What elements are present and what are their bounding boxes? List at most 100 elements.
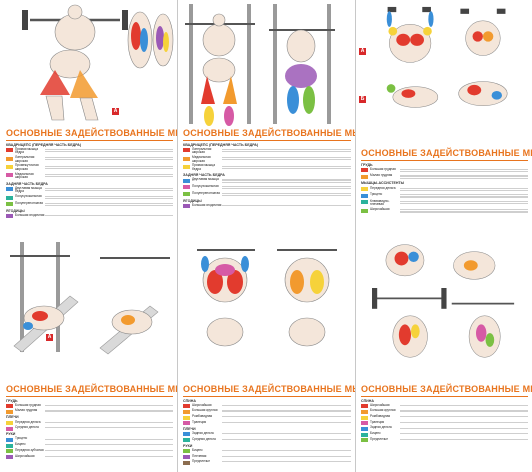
- exercise-illustration: [0, 0, 177, 130]
- muscle-name: Прямая мышца бедра: [15, 146, 38, 155]
- legend-row: Широчайшая: [361, 403, 528, 409]
- muscle-name: Латеральная широкая: [192, 146, 212, 155]
- color-swatch: [361, 168, 368, 173]
- color-swatch: [6, 426, 13, 431]
- group-label: ЯГОДИЦЫ: [6, 208, 25, 213]
- legend-row: Предплечье: [183, 460, 351, 465]
- legend-row: Ромбовидная: [183, 414, 351, 420]
- muscle-description: [400, 187, 528, 192]
- group-label: МЫШЦЫ-АССИСТЕНТЫ: [361, 181, 405, 186]
- muscle-legend: ОСНОВНЫЕ ЗАДЕЙСТВОВАННЫЕ МЫШЦЫ ГРУДЬ Бол…: [6, 384, 177, 468]
- legend-row: Передняя дельта: [361, 185, 528, 192]
- muscle-name: Предплечье: [370, 436, 388, 441]
- panel-divider: [177, 0, 178, 236]
- muscle-description: [45, 173, 173, 178]
- muscle-description: [45, 148, 173, 153]
- muscle-description: [400, 174, 528, 179]
- legend-row: Полусухожильная: [6, 194, 173, 200]
- muscle-name: Латеральная широкая: [15, 155, 35, 163]
- muscle-name: Передняя дельта: [15, 419, 41, 424]
- color-swatch: [361, 404, 368, 409]
- muscle-name: Промежуточная широкая: [15, 163, 39, 172]
- muscle-legend: ОСНОВНЫЕ ЗАДЕЙСТВОВАННЫЕ МЫШЦЫ КВАДРИЦЕП…: [183, 128, 355, 232]
- legend-row: Клювовидно-плечевая: [361, 199, 528, 207]
- legend-row: Бицепс: [6, 443, 173, 448]
- color-swatch: [183, 421, 190, 426]
- legend-row: Предплечье: [361, 436, 528, 443]
- legend-row: Большая ягодичная: [6, 213, 173, 219]
- muscle-name: Двуглавая мышца бедра: [15, 185, 42, 194]
- color-swatch: [183, 192, 190, 197]
- group-label: РУКИ: [183, 443, 193, 448]
- muscle-description: [222, 432, 351, 435]
- muscle-description: [222, 404, 351, 407]
- exercise-sheet-pulldown: ОСНОВНЫЕ ЗАДЕЙСТВОВАННЫЕ МЫШЦЫ СПИНА Шир…: [177, 236, 355, 472]
- legend-row: Малая грудная: [361, 174, 528, 179]
- legend-row: Бицепс: [183, 448, 351, 454]
- muscle-description: [222, 192, 351, 197]
- muscle-name: Большая круглая: [192, 408, 218, 413]
- color-swatch: [361, 432, 368, 437]
- muscle-name: Полусухожильная: [15, 194, 42, 199]
- muscle-name: Бицепс: [370, 431, 381, 436]
- muscle-name: Средняя дельта: [15, 425, 39, 430]
- muscle-description: [400, 426, 528, 429]
- figure-label-a: A: [112, 108, 119, 115]
- muscle-name: Трапеция: [192, 419, 207, 424]
- sheet-title: ОСНОВНЫЕ ЗАДЕЙСТВОВАННЫЕ МЫШЦЫ: [361, 384, 532, 394]
- legend-row: Широчайшая: [361, 208, 528, 213]
- legend-row: Плечевая: [183, 453, 351, 459]
- group-label: ЯГОДИЦЫ: [183, 198, 202, 203]
- muscle-name: Задняя дельта: [370, 425, 392, 430]
- muscle-name: Полуперепончатая: [192, 190, 221, 195]
- legend-row: Медиальная широкая: [183, 155, 351, 163]
- color-swatch: [6, 421, 13, 426]
- muscle-description: [400, 200, 528, 205]
- legend-row: Малая грудная: [6, 409, 173, 414]
- muscle-name: Плечевая: [192, 453, 207, 458]
- group-label: ПЛЕЧИ: [183, 426, 196, 431]
- legend-row: Медиальная широкая: [6, 172, 173, 180]
- muscle-description: [222, 455, 351, 458]
- muscle-name: Малая грудная: [370, 173, 393, 178]
- color-swatch: [361, 193, 368, 198]
- muscle-name: Большая грудная: [15, 402, 41, 407]
- color-swatch: [6, 202, 13, 207]
- legend-row: Промежуточная широкая: [6, 164, 173, 171]
- sheet-title: ОСНОВНЫЕ ЗАДЕЙСТВОВАННЫЕ МЫШЦЫ: [6, 384, 177, 394]
- muscle-name: Бицепс: [15, 442, 26, 447]
- color-swatch: [183, 156, 190, 161]
- legend-row: Бицепс: [361, 432, 528, 437]
- color-swatch: [6, 195, 13, 200]
- muscle-name: Широчайшая: [15, 453, 35, 458]
- muscle-description: [222, 460, 351, 463]
- muscle-description: [222, 156, 351, 161]
- muscle-name: Трицепс: [370, 192, 383, 197]
- color-swatch: [6, 437, 13, 442]
- muscle-name: Большая грудная: [370, 166, 396, 171]
- color-swatch: [361, 200, 368, 205]
- color-swatch: [6, 173, 13, 178]
- legend-row: Полусухожильная: [183, 184, 351, 190]
- exercise-illustration: [177, 0, 355, 130]
- color-swatch: [183, 449, 190, 454]
- exercise-sheet-squat: A ОСНОВНЫЕ ЗАДЕЙСТВОВАННЫЕ МЫШЦЫ КВАДРИЦ…: [0, 0, 177, 236]
- muscle-description: [400, 409, 528, 412]
- color-swatch: [183, 404, 190, 409]
- color-swatch: [6, 156, 13, 161]
- muscle-description: [45, 164, 173, 169]
- color-swatch: [361, 421, 368, 426]
- legend-row: Трицепс: [361, 193, 528, 198]
- muscle-name: Предплечье: [192, 459, 210, 464]
- legend-row: Прямая мышца бедра: [6, 146, 173, 155]
- muscle-name: Прямая мышца бедра: [192, 163, 215, 172]
- group-label: ГРУДЬ: [6, 398, 18, 403]
- muscle-description: [400, 404, 528, 407]
- muscle-name: Ромбовидная: [192, 414, 213, 419]
- muscle-description: [400, 415, 528, 418]
- color-swatch: [6, 449, 13, 454]
- muscle-description: [222, 178, 351, 183]
- muscle-description: [222, 185, 351, 190]
- color-swatch: [6, 409, 13, 414]
- muscle-name: Передняя дельта: [370, 185, 396, 190]
